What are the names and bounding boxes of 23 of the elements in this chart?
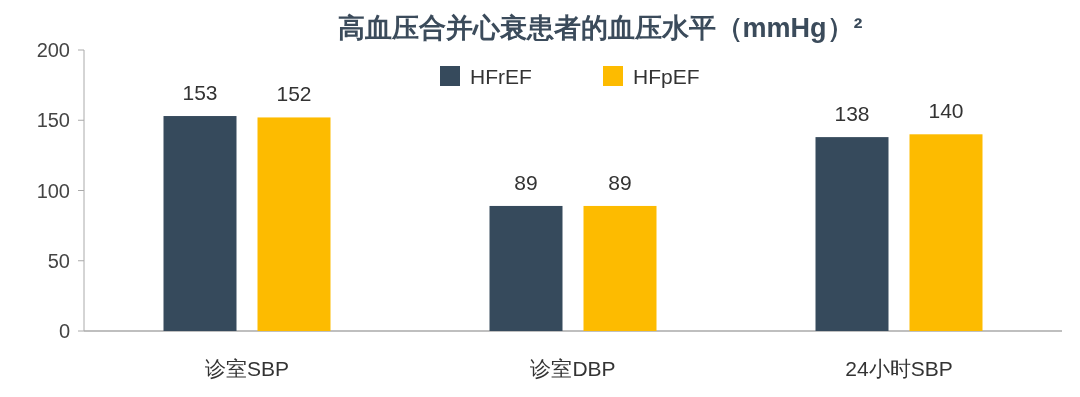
x-tick-label: 24小时SBP [845,357,953,380]
x-tick-label: 诊室DBP [530,357,616,380]
bar [257,117,331,331]
data-label: 138 [834,102,870,126]
y-tick-label: 50 [47,249,70,272]
y-tick-label: 0 [58,320,70,342]
data-label: 89 [608,170,632,194]
bar [163,116,237,331]
bar [909,134,983,331]
y-tick-label: 200 [36,39,70,61]
bar [815,137,889,331]
data-label: 89 [514,170,538,194]
x-tick-label: 诊室SBP [204,357,290,380]
data-label: 140 [928,99,964,123]
legend-label: HFpEF [633,65,700,88]
data-label: 153 [182,81,218,105]
bar [489,205,563,331]
legend-label: HFrEF [470,65,532,88]
y-tick-label: 100 [36,179,70,202]
y-tick-label: 150 [36,109,70,132]
bar [583,205,657,331]
chart-title: 高血压合并心衰患者的血压水平（mmHg）² [337,13,863,43]
data-label: 152 [276,82,312,106]
